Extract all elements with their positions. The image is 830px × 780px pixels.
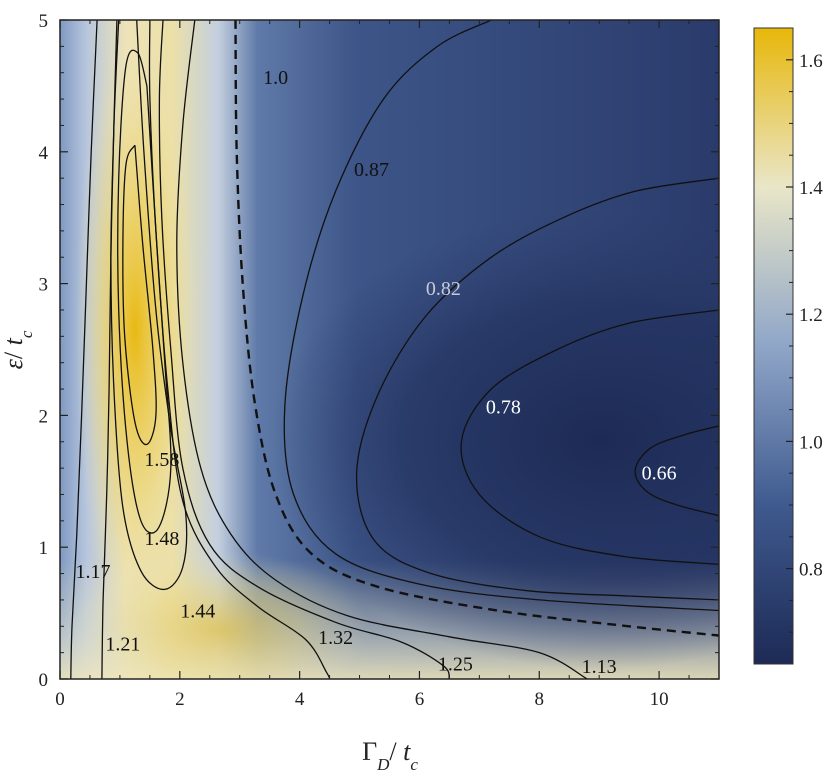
x-tick-label: 0	[55, 689, 65, 710]
x-axis-title: ΓD/ tc	[362, 737, 418, 774]
contour-label-1-32: 1.32	[318, 627, 353, 649]
contour-label-0-78: 0.78	[486, 396, 521, 418]
contour-label-1-48: 1.48	[144, 528, 179, 550]
colorbar-tick-label: 0.8	[799, 560, 823, 581]
colorbar-tick-label: 1.6	[799, 51, 823, 72]
colorbar: 0.8 1.0 1.2 1.4 1.6	[753, 27, 823, 665]
y-axis-ticks: 0 1 2 3 4 5	[39, 11, 719, 691]
contour-line-0-87	[283, 20, 719, 612]
y-tick-label: 1	[39, 538, 49, 559]
y-tick-label: 2	[39, 406, 49, 427]
contour-line-1-21	[101, 20, 120, 679]
colorbar-bar	[753, 27, 794, 665]
contour-line-1-32	[148, 20, 331, 679]
contour-label-0-87: 0.87	[354, 159, 389, 181]
contour-label-1-21: 1.21	[105, 634, 140, 656]
x-tick-label: 4	[295, 689, 305, 710]
contour-line-1-0	[234, 20, 719, 637]
contour-label-1-13: 1.13	[582, 656, 617, 678]
contour-layer	[70, 20, 719, 679]
contour-label-0-82: 0.82	[426, 278, 461, 300]
contour-line-1-17	[70, 20, 98, 679]
x-tick-label: 8	[535, 689, 545, 710]
x-tick-label: 6	[415, 689, 425, 710]
contour-label-1-0: 1.0	[263, 67, 288, 89]
y-axis-title: ε/ tc	[0, 330, 36, 369]
plot-area: 1.0 0.87 0.82 0.78 0.66 1.58 1.48 1.44 1.17 1.21 1…	[60, 20, 719, 679]
contour-label-1-58: 1.58	[144, 449, 179, 471]
y-tick-label: 0	[39, 670, 49, 691]
contour-line-1-58	[122, 144, 157, 446]
heatmap-maximum-region	[75, 30, 195, 630]
colorbar-tick-label: 1.2	[799, 305, 823, 326]
contour-line-0-82	[355, 177, 719, 601]
contour-line-1-48	[117, 49, 172, 534]
heatmap-minimum-region	[270, 210, 719, 670]
contour-line-0-66	[634, 425, 719, 517]
x-axis-ticks: 0 2 4 6 8 10	[55, 20, 690, 710]
y-tick-label: 5	[39, 11, 49, 32]
x-tick-label: 10	[650, 689, 669, 710]
heatmap-bottom-warm-region	[70, 550, 370, 679]
colorbar-ticks: 0.8 1.0 1.2 1.4 1.6	[786, 51, 823, 633]
contour-label-1-25: 1.25	[438, 653, 473, 675]
colorbar-tick-label: 1.0	[799, 432, 823, 453]
contour-line-1-25	[158, 20, 451, 679]
contour-label-1-44: 1.44	[180, 601, 215, 623]
contour-label-1-17: 1.17	[75, 561, 110, 583]
contour-label-layer: 1.0 0.87 0.82 0.78 0.66 1.58 1.48 1.44 1.17 1.21 1…	[75, 67, 676, 678]
x-tick-label: 2	[175, 689, 185, 710]
contour-line-1-13	[176, 20, 588, 679]
contour-label-0-66: 0.66	[642, 462, 677, 484]
colorbar-tick-label: 1.4	[799, 178, 823, 199]
y-tick-label: 4	[39, 143, 49, 164]
y-tick-label: 3	[39, 275, 49, 296]
contour-line-0-78	[460, 309, 719, 565]
